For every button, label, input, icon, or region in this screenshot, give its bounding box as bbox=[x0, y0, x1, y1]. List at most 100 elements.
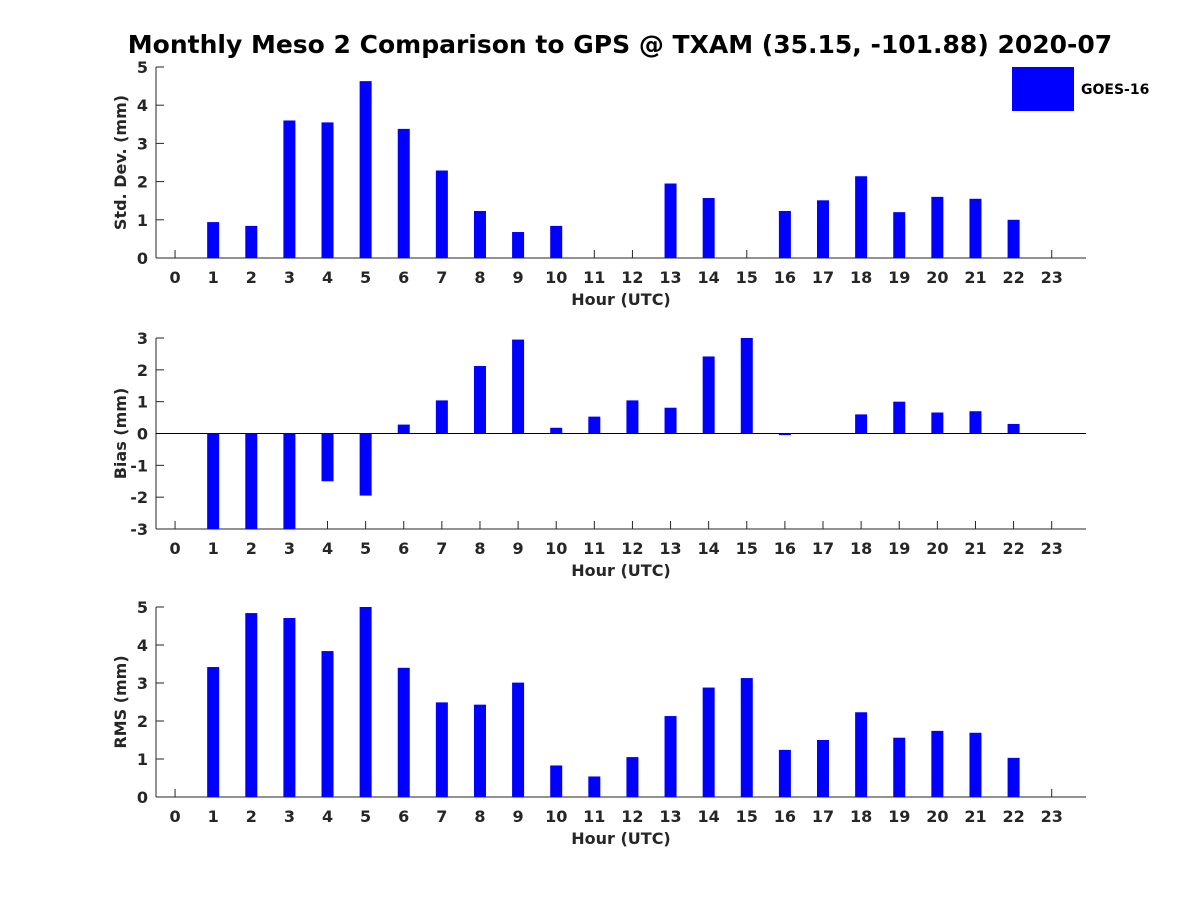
rms-bar bbox=[893, 737, 906, 797]
std-dev-x-tick-label: 1 bbox=[208, 268, 219, 287]
bias-x-tick-label: 9 bbox=[513, 539, 524, 558]
rms-x-tick-label: 23 bbox=[1041, 807, 1063, 826]
std-dev-x-tick-label: 0 bbox=[169, 268, 180, 287]
bias-bar bbox=[626, 400, 639, 434]
bias-x-tick-label: 0 bbox=[169, 539, 180, 558]
bias-y-tick-label: 0 bbox=[137, 425, 148, 444]
bias-y-tick-label: 2 bbox=[137, 361, 148, 380]
std-dev-x-tick-label: 13 bbox=[659, 268, 681, 287]
std-dev-y-tick-label: 5 bbox=[137, 58, 148, 77]
std-dev-x-tick-label: 9 bbox=[513, 268, 524, 287]
rms-bar bbox=[626, 757, 639, 797]
rms-y-tick-label: 5 bbox=[137, 598, 148, 617]
bias-x-tick-label: 22 bbox=[1002, 539, 1024, 558]
rms-bar bbox=[740, 678, 753, 797]
bias-x-tick-label: 13 bbox=[659, 539, 681, 558]
rms-x-tick-label: 18 bbox=[850, 807, 872, 826]
std-dev-bar bbox=[321, 122, 334, 258]
bias-bar bbox=[893, 401, 906, 434]
std-dev-x-tick-label: 15 bbox=[736, 268, 758, 287]
std-dev-xlabel: Hour (UTC) bbox=[571, 290, 671, 309]
std-dev-x-tick-label: 11 bbox=[583, 268, 605, 287]
rms-y-tick-label: 0 bbox=[137, 788, 148, 807]
bias-bar bbox=[1007, 423, 1020, 434]
std-dev-x-tick-label: 20 bbox=[926, 268, 948, 287]
std-dev-bar bbox=[931, 196, 944, 258]
std-dev-bar bbox=[817, 200, 830, 258]
std-dev-x-tick-label: 17 bbox=[812, 268, 834, 287]
rms-bar bbox=[435, 702, 448, 797]
rms-x-tick-label: 3 bbox=[284, 807, 295, 826]
rms-x-tick-label: 6 bbox=[398, 807, 409, 826]
rms-bar bbox=[473, 704, 486, 797]
rms-y-tick-label: 3 bbox=[137, 674, 148, 693]
std-dev-bar bbox=[664, 183, 677, 258]
std-dev-x-tick-label: 18 bbox=[850, 268, 872, 287]
rms-y-tick-label: 4 bbox=[137, 636, 148, 655]
rms-bar bbox=[969, 732, 982, 797]
bias-bar bbox=[740, 338, 753, 434]
rms-bar bbox=[778, 749, 791, 797]
rms-bar bbox=[512, 682, 525, 797]
rms-bar bbox=[321, 651, 334, 797]
bias-x-tick-label: 8 bbox=[474, 539, 485, 558]
std-dev-bar bbox=[893, 212, 906, 258]
bias-x-tick-label: 17 bbox=[812, 539, 834, 558]
bias-x-tick-label: 14 bbox=[698, 539, 720, 558]
bias-bar bbox=[702, 356, 715, 434]
bias-x-tick-label: 3 bbox=[284, 539, 295, 558]
std-dev-y-tick-label: 1 bbox=[137, 211, 148, 230]
bias-x-tick-label: 5 bbox=[360, 539, 371, 558]
rms-x-tick-label: 2 bbox=[246, 807, 257, 826]
rms-x-tick-label: 5 bbox=[360, 807, 371, 826]
bias-x-tick-label: 21 bbox=[964, 539, 986, 558]
rms-x-tick-label: 16 bbox=[774, 807, 796, 826]
std-dev-bar bbox=[512, 232, 525, 258]
bias-bar bbox=[855, 414, 868, 434]
std-dev-bar bbox=[550, 225, 563, 258]
rms-x-tick-label: 15 bbox=[736, 807, 758, 826]
std-dev-x-tick-label: 7 bbox=[436, 268, 447, 287]
bias-x-tick-label: 2 bbox=[246, 539, 257, 558]
std-dev-bar bbox=[245, 225, 258, 258]
std-dev-bar bbox=[283, 120, 296, 258]
rms-x-tick-label: 14 bbox=[698, 807, 720, 826]
rms-bar bbox=[1007, 757, 1020, 797]
bias-bar bbox=[435, 400, 448, 434]
legend-label: GOES-16 bbox=[1081, 82, 1149, 98]
rms-bar bbox=[664, 716, 677, 797]
bias-bar bbox=[207, 433, 220, 529]
legend-swatch bbox=[1012, 67, 1074, 111]
std-dev-y-tick-label: 0 bbox=[137, 249, 148, 268]
rms-bar bbox=[855, 712, 868, 797]
rms-bar bbox=[359, 607, 372, 797]
rms-bar bbox=[550, 765, 563, 797]
std-dev-bar bbox=[473, 211, 486, 258]
std-dev-bar bbox=[969, 198, 982, 258]
bias-y-tick-label: -1 bbox=[130, 456, 148, 475]
rms-bar bbox=[397, 667, 410, 797]
bias-bar bbox=[550, 427, 563, 434]
bias-bar bbox=[664, 407, 677, 434]
bias-x-tick-label: 12 bbox=[621, 539, 643, 558]
bias-bar bbox=[473, 366, 486, 434]
bias-x-tick-label: 18 bbox=[850, 539, 872, 558]
std-dev-x-tick-label: 12 bbox=[621, 268, 643, 287]
std-dev-x-tick-label: 21 bbox=[964, 268, 986, 287]
std-dev-x-tick-label: 3 bbox=[284, 268, 295, 287]
std-dev-bar bbox=[435, 170, 448, 258]
std-dev-x-tick-label: 14 bbox=[698, 268, 720, 287]
std-dev-y-tick-label: 4 bbox=[137, 96, 148, 115]
std-dev-bar bbox=[207, 222, 220, 258]
std-dev-bar bbox=[702, 198, 715, 258]
rms-x-tick-label: 4 bbox=[322, 807, 333, 826]
std-dev-x-tick-label: 2 bbox=[246, 268, 257, 287]
rms-y-tick-label: 2 bbox=[137, 712, 148, 731]
bias-bar bbox=[588, 416, 601, 434]
legend: GOES-16 bbox=[1012, 67, 1149, 111]
bias-x-tick-label: 10 bbox=[545, 539, 567, 558]
bias-x-tick-label: 19 bbox=[888, 539, 910, 558]
bias-x-tick-label: 1 bbox=[208, 539, 219, 558]
std-dev-x-tick-label: 5 bbox=[360, 268, 371, 287]
